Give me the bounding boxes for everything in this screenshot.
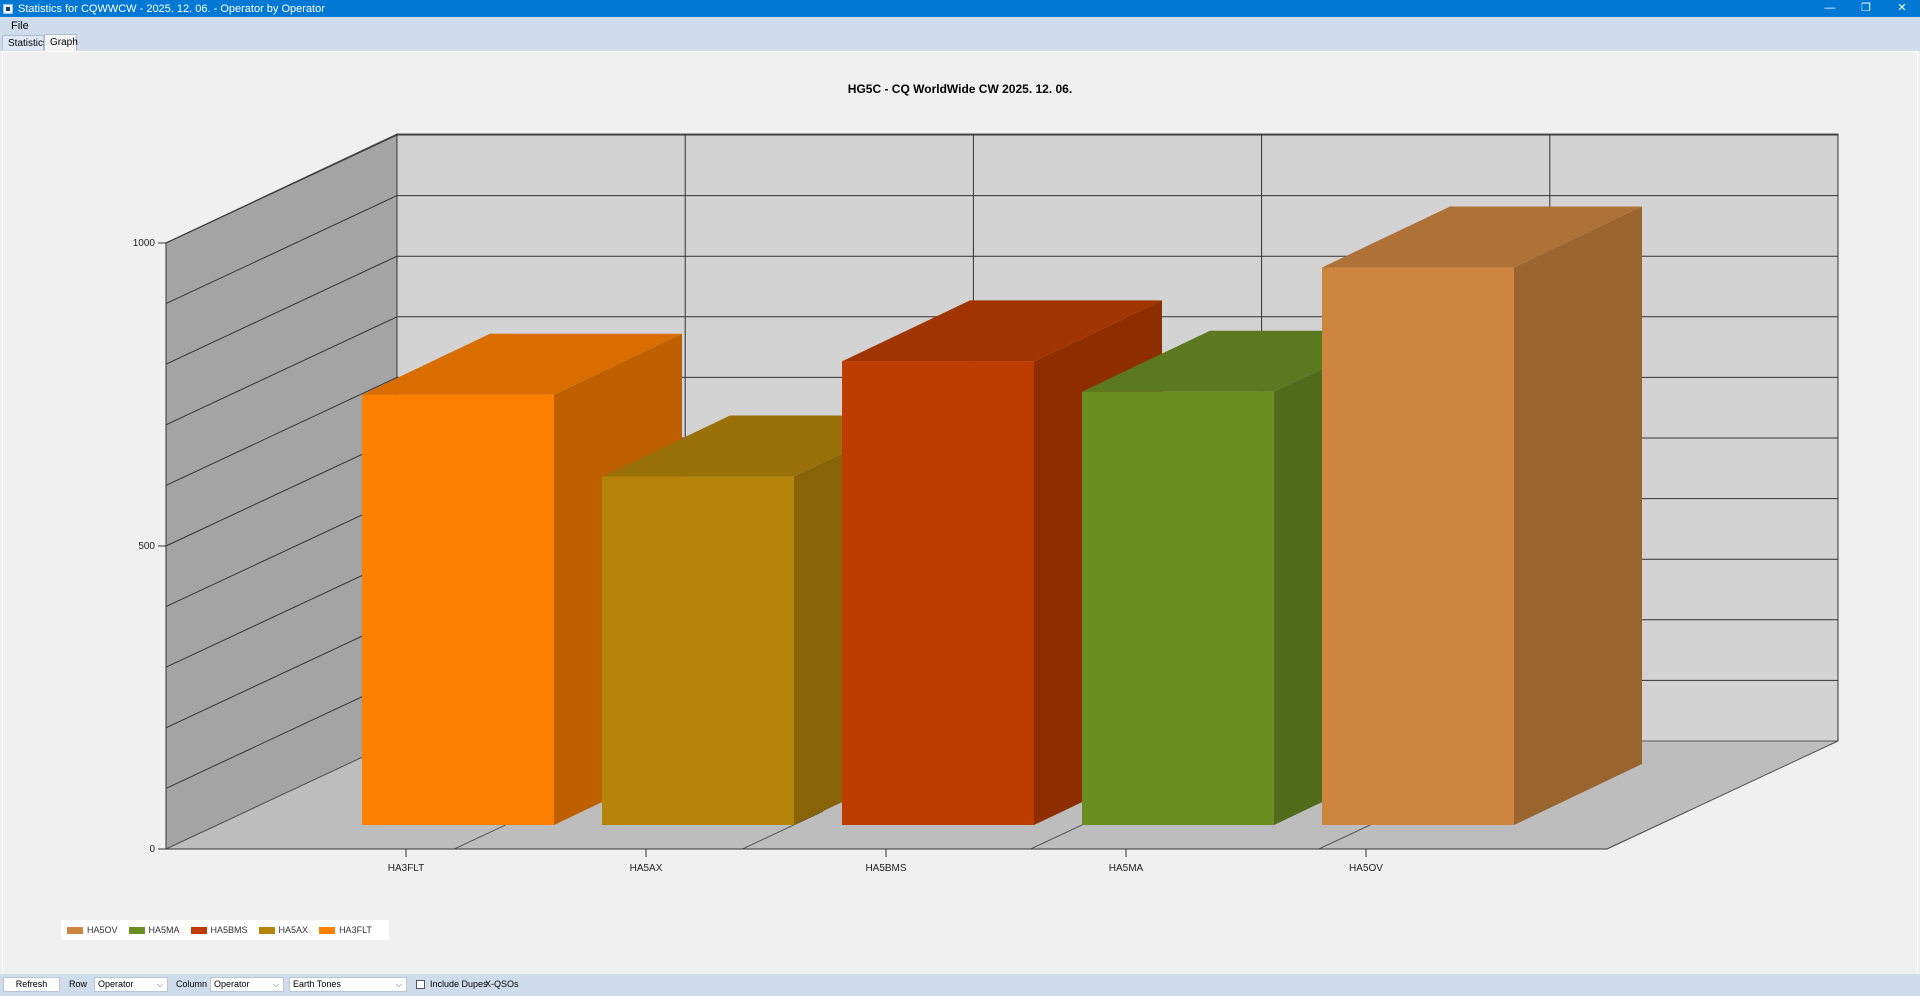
- legend-label: HA5BMS: [210, 925, 248, 935]
- row-label: Row: [69, 979, 88, 989]
- close-icon[interactable]: ✕: [1897, 2, 1907, 14]
- palette-select-value: Earth Tones: [293, 979, 341, 989]
- gridline: [165, 376, 398, 486]
- legend-item: HA5OV: [67, 925, 118, 935]
- x-tick-label: HA5MA: [1109, 863, 1144, 874]
- chevron-down-icon: ⌵: [395, 980, 402, 989]
- chevron-down-icon: ⌵: [272, 980, 279, 989]
- title-bar: Statistics for CQWWCW - 2025. 12. 06. - …: [0, 0, 1920, 17]
- legend-item: HA3FLT: [319, 925, 372, 935]
- row-select[interactable]: Operator ⌵: [94, 977, 168, 992]
- palette-select[interactable]: Earth Tones ⌵: [289, 977, 407, 992]
- legend-label: HA3FLT: [339, 925, 372, 935]
- legend-swatch: [190, 926, 207, 934]
- gridline: [165, 437, 398, 547]
- menu-bar: File: [0, 17, 1920, 34]
- floor-gridline: [742, 810, 824, 850]
- refresh-button[interactable]: Refresh: [3, 977, 60, 992]
- chart-legend: HA5OV HA5MA HA5BMS HA5AX HA3FLT: [61, 920, 389, 940]
- xqsos-label: X-QSOs: [485, 979, 519, 989]
- legend-swatch: [128, 926, 145, 934]
- tab-graph[interactable]: Graph: [44, 34, 78, 51]
- row-select-value: Operator: [98, 979, 134, 989]
- gridline: [165, 255, 398, 365]
- bar: [842, 361, 1034, 825]
- legend-label: HA5MA: [148, 925, 180, 935]
- include-dupes-label: Include Dupes: [430, 979, 488, 989]
- app-icon: [3, 3, 13, 14]
- gridline: [165, 679, 398, 789]
- chart-title: HG5C - CQ WorldWide CW 2025. 12. 06.: [847, 82, 1073, 96]
- window-controls: — ❐ ✕: [1812, 0, 1920, 17]
- legend-item: HA5BMS: [190, 925, 248, 935]
- restore-icon[interactable]: ❐: [1861, 2, 1871, 14]
- y-tick-label: 1000: [133, 238, 156, 249]
- y-tick-label: 0: [149, 844, 155, 855]
- chevron-down-icon: ⌵: [156, 980, 163, 989]
- bar-top: [1322, 206, 1642, 268]
- legend-label: HA5OV: [87, 925, 118, 935]
- gridline: [165, 558, 398, 668]
- y-tick-label: 500: [138, 541, 155, 552]
- tab-statistics[interactable]: Statistics: [2, 35, 48, 50]
- gridline: [165, 316, 398, 426]
- gridline: [165, 134, 398, 244]
- bottom-toolbar: Refresh Row Operator ⌵ Column Operator ⌵…: [0, 974, 1920, 996]
- column-label: Column: [176, 979, 208, 989]
- tab-strip: Statistics Graph: [0, 34, 1920, 51]
- legend-swatch: [258, 926, 275, 934]
- bar: [602, 476, 794, 825]
- minimize-icon[interactable]: —: [1824, 2, 1836, 14]
- x-tick-label: HA5AX: [630, 863, 663, 874]
- legend-label: HA5AX: [278, 925, 309, 935]
- bar-top: [362, 333, 682, 395]
- x-tick-label: HA3FLT: [388, 863, 425, 874]
- column-select[interactable]: Operator ⌵: [210, 977, 284, 992]
- floor-gridline: [1606, 810, 1689, 850]
- gridline: [165, 619, 398, 729]
- legend-swatch: [67, 926, 83, 934]
- bar-side: [1514, 206, 1642, 826]
- x-tick-label: HA5BMS: [865, 863, 906, 874]
- column-select-value: Operator: [214, 979, 250, 989]
- window-title: Statistics for CQWWCW - 2025. 12. 06. - …: [18, 2, 325, 15]
- menu-file[interactable]: File: [11, 19, 29, 32]
- gridline: [165, 195, 398, 305]
- legend-item: HA5MA: [128, 925, 180, 935]
- include-dupes-checkbox[interactable]: [416, 980, 425, 989]
- bar-top: [842, 300, 1162, 362]
- bar: [362, 394, 554, 825]
- bar: [1082, 391, 1274, 825]
- legend-swatch: [319, 926, 336, 934]
- legend-item: HA5AX: [258, 925, 309, 935]
- x-tick-label: HA5OV: [1349, 863, 1383, 874]
- bar: [1322, 267, 1514, 826]
- gridline: [165, 498, 398, 608]
